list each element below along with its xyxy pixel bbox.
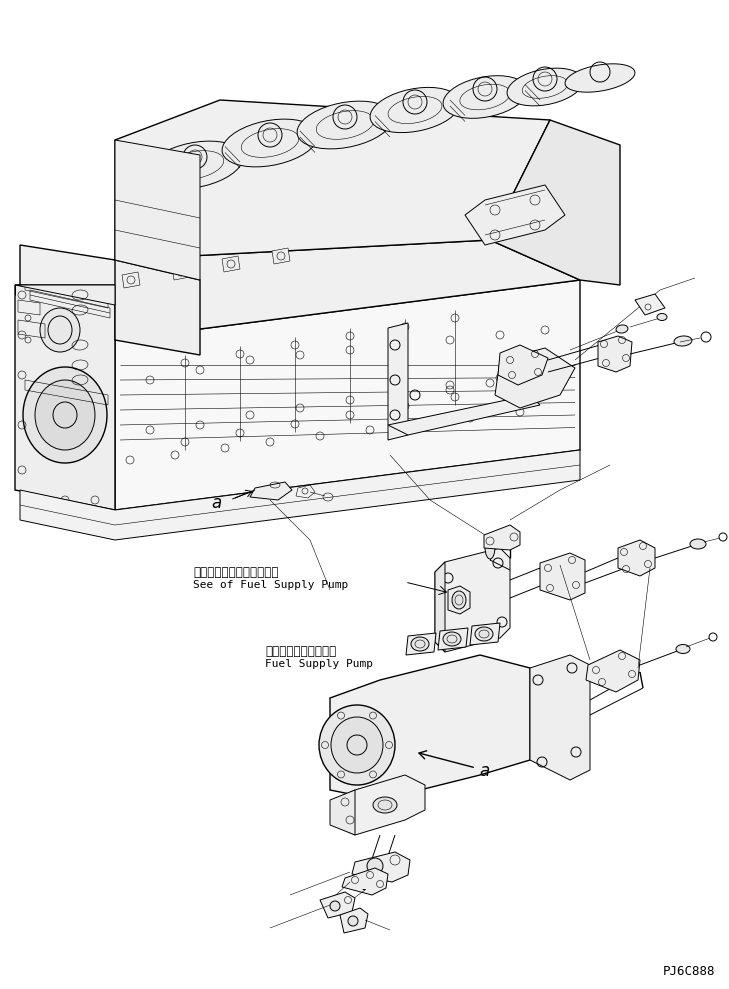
Polygon shape (340, 908, 368, 933)
Polygon shape (222, 119, 318, 167)
Polygon shape (335, 775, 425, 835)
Polygon shape (598, 336, 632, 372)
Ellipse shape (23, 367, 107, 463)
Polygon shape (222, 256, 240, 272)
Polygon shape (370, 87, 460, 133)
Polygon shape (115, 280, 580, 510)
Polygon shape (172, 264, 190, 280)
Polygon shape (490, 120, 620, 285)
Polygon shape (115, 100, 550, 260)
Polygon shape (20, 320, 115, 510)
Polygon shape (435, 562, 445, 652)
Polygon shape (484, 525, 520, 550)
Ellipse shape (674, 336, 692, 346)
Polygon shape (565, 64, 635, 92)
Polygon shape (635, 294, 665, 315)
Text: a: a (479, 762, 489, 780)
Ellipse shape (443, 632, 461, 646)
Ellipse shape (690, 539, 706, 549)
Polygon shape (147, 141, 243, 189)
Ellipse shape (411, 637, 429, 651)
Polygon shape (435, 548, 510, 652)
Polygon shape (297, 101, 393, 149)
Polygon shape (443, 75, 527, 119)
Polygon shape (498, 345, 548, 385)
Text: PJ6C888: PJ6C888 (663, 965, 715, 978)
Polygon shape (122, 272, 140, 288)
Ellipse shape (676, 645, 690, 654)
Polygon shape (495, 348, 575, 408)
Polygon shape (470, 623, 500, 645)
Polygon shape (388, 395, 540, 435)
Ellipse shape (330, 901, 340, 911)
Polygon shape (388, 323, 408, 440)
Polygon shape (465, 185, 565, 245)
Ellipse shape (485, 535, 495, 559)
Ellipse shape (616, 325, 628, 333)
Ellipse shape (367, 858, 383, 874)
Text: フェルサプライポンプ: フェルサプライポンプ (265, 645, 336, 658)
Polygon shape (618, 540, 655, 576)
Polygon shape (115, 260, 200, 355)
Text: フェルサプライポンプ参照: フェルサプライポンプ参照 (193, 566, 278, 579)
Ellipse shape (40, 308, 80, 352)
Text: Fuel Supply Pump: Fuel Supply Pump (265, 659, 373, 669)
Polygon shape (586, 650, 640, 692)
Polygon shape (448, 586, 470, 614)
Polygon shape (330, 790, 355, 835)
Polygon shape (115, 140, 200, 280)
Ellipse shape (348, 916, 358, 926)
Ellipse shape (331, 717, 383, 773)
Polygon shape (250, 482, 292, 500)
Ellipse shape (373, 797, 397, 813)
Polygon shape (20, 240, 580, 340)
Ellipse shape (452, 591, 466, 609)
Polygon shape (540, 553, 585, 600)
Polygon shape (342, 868, 388, 895)
Polygon shape (15, 285, 115, 305)
Polygon shape (20, 450, 580, 540)
Polygon shape (530, 655, 590, 780)
Ellipse shape (35, 380, 95, 450)
Polygon shape (330, 655, 530, 800)
Ellipse shape (657, 314, 667, 320)
Text: -: - (362, 883, 366, 896)
Text: See of Fuel Supply Pump: See of Fuel Supply Pump (193, 580, 348, 590)
Polygon shape (15, 285, 115, 510)
Ellipse shape (319, 705, 395, 785)
Polygon shape (438, 628, 468, 650)
Text: a: a (211, 494, 221, 512)
Ellipse shape (475, 627, 493, 641)
Polygon shape (272, 248, 290, 264)
Polygon shape (320, 892, 355, 918)
Polygon shape (507, 68, 583, 106)
Polygon shape (352, 852, 410, 882)
Polygon shape (406, 633, 436, 655)
